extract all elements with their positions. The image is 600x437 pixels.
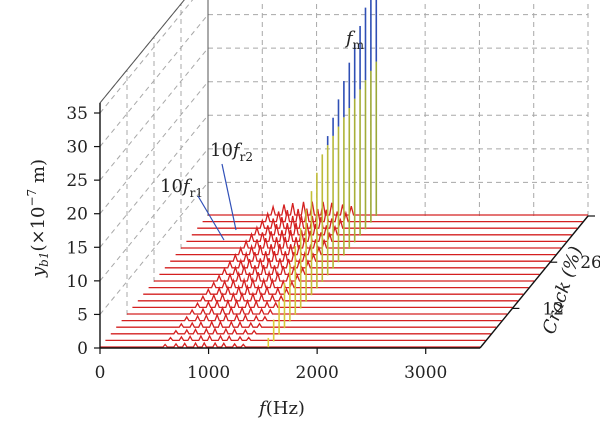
spectrum-trace-22 bbox=[159, 263, 540, 276]
annotation-fm: fm bbox=[344, 28, 365, 52]
left-top-edge bbox=[99, 0, 185, 104]
grid-left-h-5 bbox=[99, 47, 209, 181]
axis-layer: 010002000300005101520253035122640 bbox=[66, 102, 600, 383]
spectrum-trace-0 bbox=[100, 341, 480, 348]
annotation-10fr1: 10fr1 bbox=[160, 176, 203, 200]
grid-left-h-1 bbox=[99, 182, 209, 315]
spectrum-trace-12 bbox=[132, 298, 513, 309]
spectra-layer bbox=[100, 0, 588, 348]
x-tick-label-3: 3000 bbox=[404, 363, 447, 383]
y-tick-label-3: 15 bbox=[66, 238, 88, 258]
y-tick-label-0: 0 bbox=[77, 339, 88, 359]
x-tick-label-2: 2000 bbox=[296, 363, 339, 383]
x-tick-label-1: 1000 bbox=[187, 363, 230, 383]
depth-axis-title: Crack (%) bbox=[539, 244, 587, 337]
depth-axis-line bbox=[479, 215, 589, 349]
spectrum-trace-40 bbox=[208, 201, 588, 216]
spectrum-trace-10 bbox=[127, 305, 507, 315]
x-tick-label-0: 0 bbox=[95, 363, 106, 383]
spectrum-trace-20 bbox=[154, 269, 534, 282]
x-axis-title: f(Hz) bbox=[257, 398, 305, 419]
spectrum-trace-30 bbox=[181, 236, 561, 249]
y-tick-label-7: 35 bbox=[66, 104, 88, 124]
grid-left-h-8 bbox=[99, 0, 185, 104]
annotation-10fr1-leader bbox=[197, 195, 225, 241]
depth-tick-label-1: 26 bbox=[580, 253, 600, 273]
spectrum-trace-36 bbox=[197, 215, 578, 229]
y-tick-label-1: 5 bbox=[77, 305, 88, 325]
spectrum-trace-34 bbox=[191, 222, 572, 236]
spectrum-trace-2 bbox=[105, 334, 486, 342]
annotation-10fr2-leader bbox=[221, 163, 237, 231]
spectrum-trace-24 bbox=[164, 257, 545, 269]
spectrum-trace-8 bbox=[121, 312, 502, 322]
spectrum-trace-38 bbox=[202, 208, 583, 223]
spectrum-trace-32 bbox=[186, 229, 567, 243]
spectrum-trace-16 bbox=[143, 283, 524, 295]
annotation-10fr2: 10fr2 bbox=[210, 140, 253, 164]
grid-layer bbox=[99, 0, 589, 315]
spectrum-trace-14 bbox=[137, 291, 518, 302]
spectrum-trace-28 bbox=[175, 243, 556, 256]
spectrum-trace-18 bbox=[148, 276, 529, 289]
y-tick-label-6: 30 bbox=[66, 138, 88, 158]
grid-left-h-4 bbox=[99, 81, 209, 215]
y-tick-label-2: 10 bbox=[66, 272, 88, 292]
spectrum-trace-4 bbox=[110, 327, 491, 335]
spectrum-trace-26 bbox=[170, 250, 551, 262]
y-tick-label-5: 25 bbox=[66, 171, 88, 191]
y-tick-label-4: 20 bbox=[66, 205, 88, 225]
y-axis-title: yb1(×10−7 m) bbox=[25, 159, 51, 278]
depth-tick-label-0: 12 bbox=[542, 299, 564, 319]
spectrum-trace-6 bbox=[116, 320, 497, 328]
